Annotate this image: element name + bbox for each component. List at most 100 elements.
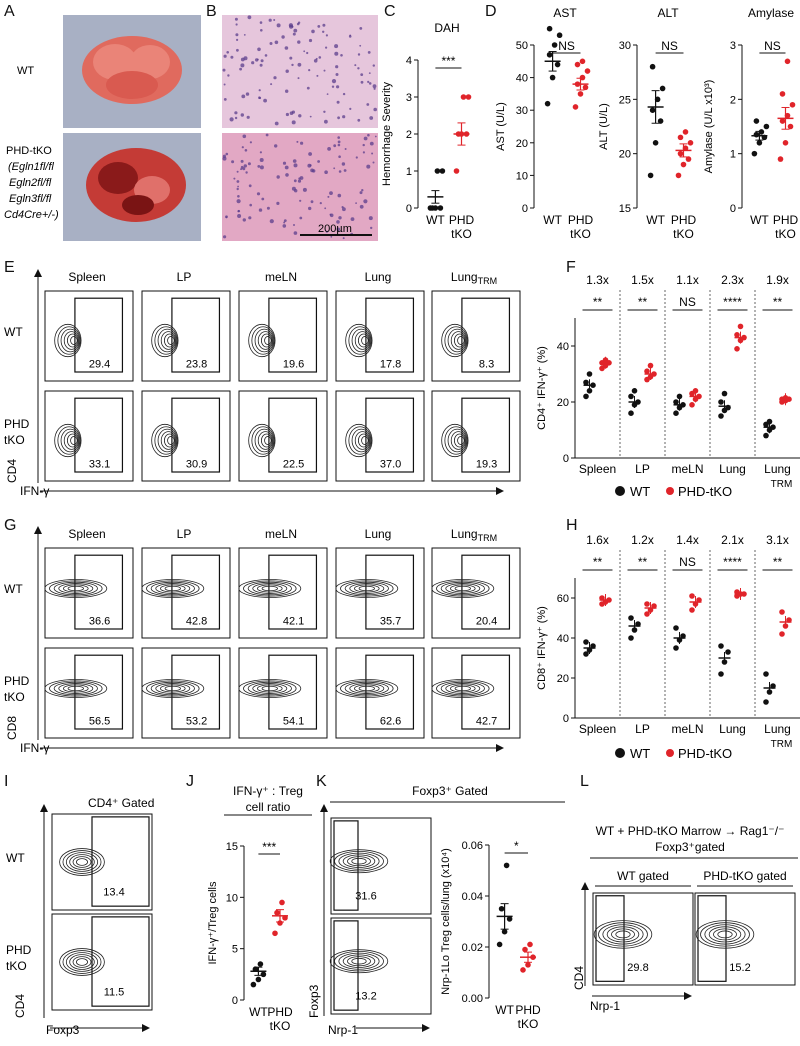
flow-panel-k: Foxp3⁺ Gated 31.6 13.2 Foxp3 Nrp-1 — [307, 784, 565, 1037]
legend-h-wt-marker — [615, 748, 625, 758]
row-label: tKO — [4, 690, 25, 704]
nucleus — [248, 184, 252, 188]
nucleus — [236, 187, 239, 191]
contour-line — [357, 433, 370, 448]
flow-plot-frame — [335, 390, 425, 482]
panel-letter-k: K — [316, 773, 327, 790]
nucleus — [293, 224, 295, 226]
x-category-label: PHD — [773, 213, 799, 227]
data-point — [725, 649, 731, 655]
nucleus — [259, 151, 262, 154]
gate-percentage: 31.6 — [355, 891, 376, 903]
nucleus — [293, 231, 298, 235]
contour-line — [349, 583, 385, 594]
data-point — [644, 368, 650, 375]
x-arrow-head — [496, 744, 504, 752]
nucleus — [348, 35, 352, 38]
y-tick-label: 0 — [730, 203, 736, 215]
contour-line — [247, 581, 292, 596]
gate-percentage: 53.2 — [186, 716, 207, 728]
flow-plot-frame — [44, 390, 134, 482]
contour-line — [69, 854, 95, 870]
nucleus — [324, 170, 328, 174]
nucleus — [285, 173, 289, 177]
flow-plot-frame — [51, 913, 153, 1011]
nucleus — [335, 73, 339, 76]
y-tick-label: 0.06 — [462, 840, 483, 852]
significance-label: **** — [723, 555, 742, 569]
nucleus — [236, 199, 241, 204]
y-tick-label: 0 — [563, 713, 569, 725]
nucleus — [374, 135, 377, 138]
gate-percentage: 35.7 — [380, 616, 401, 628]
y-arrow-head — [34, 269, 42, 277]
data-point — [673, 625, 679, 631]
nucleus — [336, 227, 341, 232]
data-point — [279, 899, 285, 906]
flow-plot-frame — [51, 813, 153, 911]
contour-line — [708, 926, 742, 943]
significance-label: NS — [558, 39, 575, 53]
y-tick-label: 20 — [557, 673, 569, 685]
contour-line — [453, 433, 466, 448]
y-arrow-head — [320, 804, 328, 812]
x-arrow-head — [422, 1024, 430, 1032]
significance-label: ** — [638, 295, 648, 309]
panel-letter-a: A — [4, 3, 15, 20]
panel-a: WT PHD-tKO (Egln1fl/fl Egln2fl/fl Egln3f… — [4, 15, 201, 241]
data-point — [779, 631, 785, 637]
data-point — [677, 150, 684, 157]
nucleus — [234, 116, 238, 120]
flow-plot-frame — [141, 290, 231, 382]
data-point — [584, 68, 591, 74]
panel-title-line2: Foxp3⁺gated — [655, 840, 725, 854]
contour-line — [260, 333, 273, 348]
nucleus — [318, 56, 322, 59]
y-tick-label: 40 — [557, 341, 569, 353]
nucleus — [246, 115, 250, 119]
y-tick-label: 0 — [522, 203, 528, 215]
nucleus — [259, 63, 263, 67]
nucleus — [259, 165, 264, 170]
contour-line — [76, 858, 89, 866]
contour-line — [238, 579, 302, 598]
gate-box — [171, 297, 221, 373]
data-point — [506, 916, 513, 922]
nucleus — [293, 28, 298, 33]
label-wt: WT — [17, 65, 34, 77]
nucleus — [355, 202, 357, 205]
nucleus — [241, 94, 246, 99]
nucleus — [230, 55, 234, 59]
nucleus — [344, 148, 347, 150]
y-axis-label: Nrp-1Lo Treg cells/lung (x10⁴) — [440, 848, 452, 995]
contour-line — [63, 684, 89, 693]
row-label: WT — [6, 851, 25, 865]
nucleus — [327, 147, 331, 151]
significance-label: NS — [679, 295, 696, 309]
data-point — [255, 976, 262, 983]
data-point — [257, 961, 264, 967]
data-point — [779, 118, 786, 124]
tissue-subscript: TRM — [478, 276, 498, 286]
contour-line — [63, 431, 80, 450]
contour-line — [157, 428, 177, 453]
data-point — [784, 58, 791, 65]
y-axis-label: CD4 — [13, 994, 27, 1018]
data-point — [574, 61, 581, 68]
nucleus — [333, 144, 337, 148]
contour-line — [453, 333, 466, 348]
data-point — [546, 25, 553, 32]
nucleus — [349, 107, 352, 110]
row-label: WT — [4, 325, 23, 339]
nucleus — [334, 44, 339, 49]
gate-percentage: 20.4 — [476, 616, 497, 628]
nucleus — [299, 176, 304, 180]
nucleus — [324, 119, 328, 124]
nucleus — [293, 179, 297, 183]
contour-line — [154, 326, 178, 355]
nucleus — [338, 155, 341, 158]
nucleus — [243, 34, 246, 36]
contour-line — [606, 926, 640, 943]
